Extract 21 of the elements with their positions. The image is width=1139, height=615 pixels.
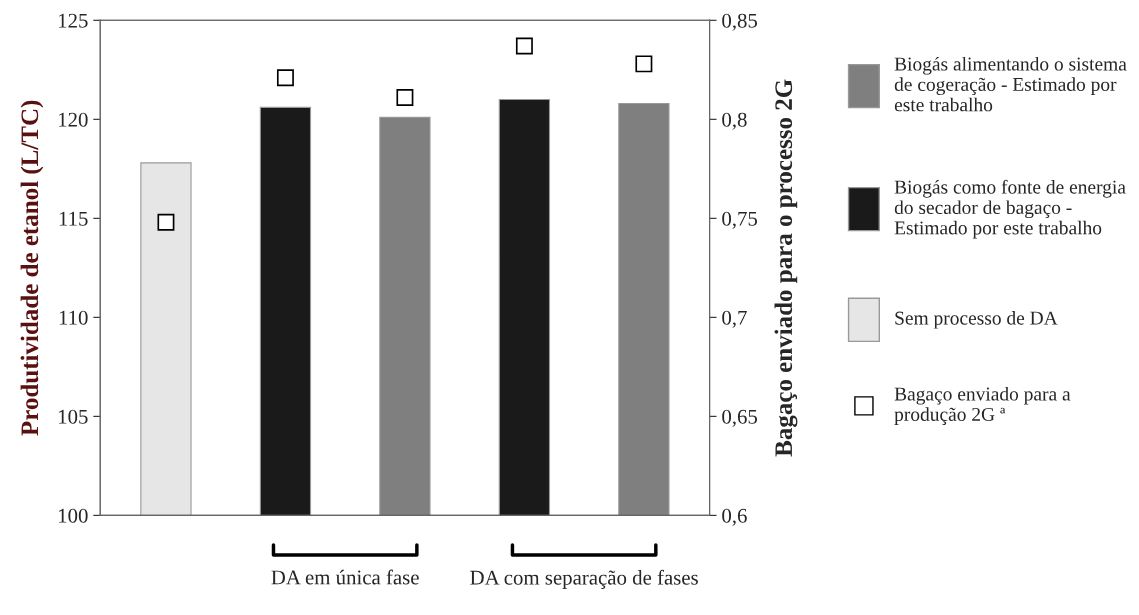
y2-tick-label: 0,75 bbox=[722, 211, 758, 229]
legend-label: Biogás como fonte de energia do secador de bagaço - Estimado por este trabalho bbox=[894, 179, 1126, 239]
y-tick-label: 100 bbox=[59, 508, 88, 523]
y-tick-label: 120 bbox=[59, 112, 88, 127]
y-tick-label: 105 bbox=[59, 409, 88, 424]
y-tick-label: 110 bbox=[59, 310, 88, 325]
legend-label: Bagaço enviado para a produção 2G ª bbox=[894, 386, 1071, 425]
y2-tick-label: 0,8 bbox=[722, 112, 747, 130]
text: DA com separação de fases bbox=[470, 569, 698, 589]
y-axis-title: Produtividade de etanol (L/TC) bbox=[20, 100, 44, 436]
y2-tick-label: 0,85 bbox=[722, 13, 758, 31]
legend-label: Biogás alimentando o sistema de cogeração - Estimado por este trabalho bbox=[894, 56, 1127, 112]
y2-tick-label: 0,6 bbox=[722, 508, 747, 526]
y-tick-label: 125 bbox=[59, 13, 88, 28]
y2-axis-title: Bagaço enviado para o processo 2G bbox=[774, 79, 798, 457]
point bbox=[157, 213, 175, 231]
y2-tick-label: 0,7 bbox=[722, 310, 747, 328]
y2-tick-label: 0,65 bbox=[722, 409, 758, 427]
legend-label: Sem processo de DA bbox=[895, 310, 1058, 329]
y-tick-label: 115 bbox=[59, 211, 88, 226]
text: DA em única fase bbox=[271, 569, 419, 585]
